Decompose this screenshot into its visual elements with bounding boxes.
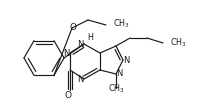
- Text: O: O: [69, 22, 76, 32]
- Text: N: N: [78, 74, 84, 83]
- Text: CH$_3$: CH$_3$: [108, 83, 124, 95]
- Text: N: N: [64, 49, 70, 58]
- Text: O: O: [65, 91, 71, 100]
- Text: CH$_3$: CH$_3$: [113, 18, 130, 30]
- Text: CH$_3$: CH$_3$: [170, 37, 187, 49]
- Text: N: N: [116, 70, 122, 78]
- Text: N: N: [78, 39, 84, 49]
- Text: N: N: [123, 55, 129, 65]
- Text: H: H: [87, 32, 93, 42]
